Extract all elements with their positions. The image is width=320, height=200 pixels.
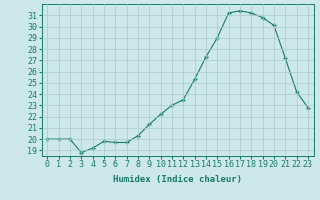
X-axis label: Humidex (Indice chaleur): Humidex (Indice chaleur) <box>113 175 242 184</box>
